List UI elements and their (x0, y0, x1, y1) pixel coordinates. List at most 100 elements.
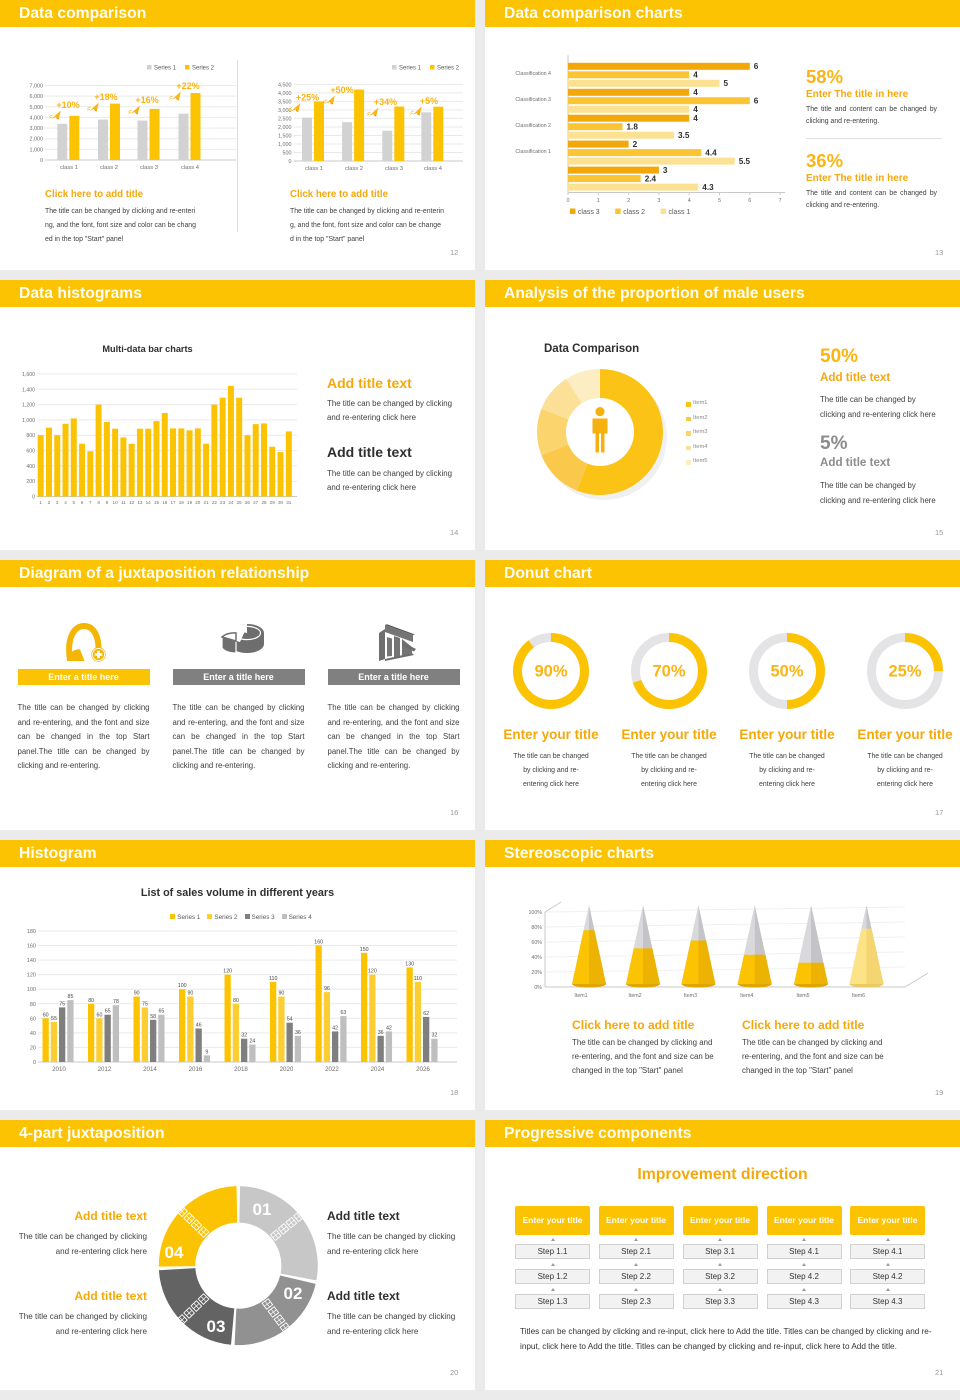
svg-text:25: 25 (237, 500, 243, 505)
svg-text:2010: 2010 (52, 1066, 66, 1073)
svg-text:Item2: Item2 (628, 993, 641, 999)
svg-text:3,500: 3,500 (278, 99, 292, 105)
svg-text:1,500: 1,500 (278, 134, 292, 140)
svg-text:5.5: 5.5 (739, 157, 751, 166)
svg-text:60%: 60% (531, 940, 542, 946)
svg-text:2,500: 2,500 (278, 116, 292, 122)
svg-text:24: 24 (249, 1039, 255, 1045)
svg-text:50%: 50% (770, 663, 803, 681)
svg-text:2026: 2026 (416, 1066, 430, 1073)
svg-text:class 3: class 3 (140, 165, 158, 171)
svg-text:18: 18 (179, 500, 185, 505)
svg-text:12: 12 (129, 500, 135, 505)
svg-text:5,000: 5,000 (30, 105, 44, 111)
svg-text:24: 24 (228, 500, 234, 505)
svg-text:11: 11 (121, 500, 126, 505)
svg-text:class 3: class 3 (578, 209, 600, 216)
svg-text:+25%: +25% (296, 93, 319, 103)
svg-text:5: 5 (718, 198, 721, 204)
svg-text:90: 90 (278, 991, 284, 997)
svg-text:class 1: class 1 (669, 209, 691, 216)
svg-text:46: 46 (196, 1023, 202, 1029)
svg-text:2022: 2022 (325, 1066, 339, 1073)
svg-text:65: 65 (105, 1009, 111, 1015)
svg-text:+22%: +22% (176, 81, 199, 91)
svg-text:2016: 2016 (189, 1066, 203, 1073)
svg-text:Series 1: Series 1 (154, 66, 177, 72)
svg-text:Item6: Item6 (852, 993, 865, 999)
svg-text:4: 4 (64, 500, 67, 505)
svg-text:3: 3 (657, 198, 660, 204)
svg-text:4: 4 (688, 198, 691, 204)
svg-text:2018: 2018 (234, 1066, 248, 1073)
svg-text:85: 85 (68, 994, 74, 1000)
svg-text:class 1: class 1 (305, 166, 323, 172)
svg-text:0: 0 (32, 495, 35, 501)
svg-text:class 3: class 3 (385, 166, 403, 172)
svg-text:2,000: 2,000 (278, 125, 292, 131)
svg-text:1: 1 (39, 500, 42, 505)
svg-text:6: 6 (754, 62, 759, 71)
svg-text:3.5: 3.5 (678, 131, 690, 140)
svg-text:2012: 2012 (98, 1066, 112, 1073)
svg-text:110: 110 (414, 976, 422, 982)
svg-text:0: 0 (40, 158, 43, 164)
svg-text:400: 400 (26, 464, 35, 470)
svg-text:3,000: 3,000 (30, 126, 44, 132)
svg-text:0: 0 (33, 1060, 36, 1066)
svg-text:10: 10 (113, 500, 119, 505)
svg-text:42: 42 (386, 1025, 392, 1031)
svg-text:1,000: 1,000 (278, 142, 292, 148)
svg-text:80: 80 (233, 998, 239, 1004)
svg-text:6: 6 (754, 97, 759, 106)
svg-text:160: 160 (314, 940, 323, 946)
svg-text:1.8: 1.8 (627, 123, 639, 132)
svg-text:7: 7 (89, 500, 92, 505)
svg-text:5: 5 (73, 500, 76, 505)
svg-text:63: 63 (340, 1010, 346, 1016)
svg-text:1: 1 (597, 198, 600, 204)
svg-text:class 1: class 1 (60, 165, 78, 171)
svg-text:90: 90 (187, 991, 193, 997)
svg-text:21: 21 (204, 500, 210, 505)
svg-text:75: 75 (142, 1001, 148, 1007)
svg-text:75: 75 (59, 1001, 65, 1007)
svg-text:7: 7 (779, 198, 782, 204)
svg-text:5: 5 (724, 79, 729, 88)
svg-text:Series 1: Series 1 (399, 66, 422, 72)
svg-text:0%: 0% (534, 985, 542, 991)
svg-text:2: 2 (627, 198, 630, 204)
svg-text:90%: 90% (534, 663, 567, 681)
svg-text:1,600: 1,600 (22, 372, 35, 378)
svg-text:0: 0 (567, 198, 570, 204)
svg-text:26: 26 (245, 500, 251, 505)
svg-text:Item4: Item4 (740, 993, 753, 999)
svg-text:40%: 40% (531, 955, 542, 961)
svg-text:22: 22 (212, 500, 218, 505)
svg-text:120: 120 (27, 973, 36, 979)
svg-text:65: 65 (158, 1009, 164, 1015)
svg-text:4: 4 (693, 114, 698, 123)
svg-text:16: 16 (162, 500, 168, 505)
svg-text:20%: 20% (531, 970, 542, 976)
svg-text:200: 200 (26, 479, 35, 485)
svg-text:2.4: 2.4 (645, 174, 657, 183)
svg-text:42: 42 (332, 1025, 338, 1031)
svg-text:+34%: +34% (374, 97, 397, 107)
svg-text:6,000: 6,000 (30, 94, 44, 100)
svg-text:27: 27 (253, 500, 259, 505)
svg-text:4,000: 4,000 (278, 91, 292, 97)
svg-text:130: 130 (405, 961, 414, 967)
svg-text:2014: 2014 (143, 1066, 157, 1073)
svg-text:+18%: +18% (94, 92, 117, 102)
svg-text:4: 4 (693, 71, 698, 80)
svg-text:Item3: Item3 (684, 993, 697, 999)
svg-text:32: 32 (241, 1033, 247, 1039)
svg-text:19: 19 (187, 500, 193, 505)
svg-text:3: 3 (56, 500, 59, 505)
svg-text:160: 160 (27, 944, 36, 950)
svg-text:9: 9 (106, 500, 109, 505)
svg-text:40: 40 (30, 1031, 36, 1037)
svg-text:2020: 2020 (280, 1066, 294, 1073)
svg-text:2: 2 (633, 140, 638, 149)
